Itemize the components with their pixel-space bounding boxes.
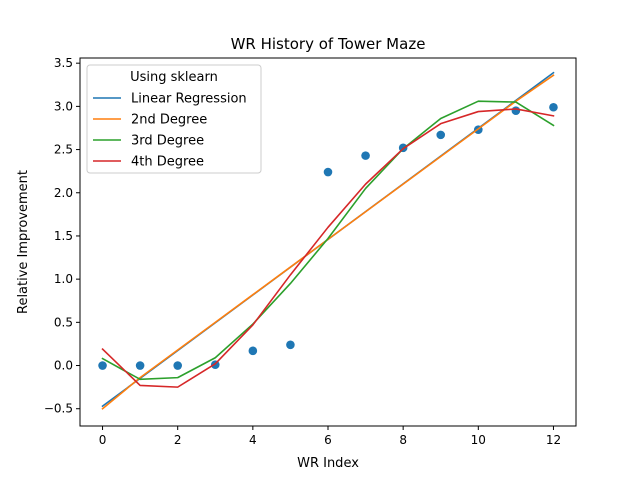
legend-entry: 3rd Degree (131, 134, 204, 149)
data-point (98, 361, 107, 370)
y-tick-label: 0.5 (54, 315, 73, 329)
y-axis: −0.5 0.0 0.5 1.0 1.5 2.0 2.5 3.0 3.5 (44, 56, 80, 416)
y-tick-label: 1.5 (54, 229, 73, 243)
x-axis-label: WR Index (297, 456, 359, 471)
x-tick-label: 12 (546, 433, 561, 447)
data-point (549, 102, 558, 112)
series-line-3rd-degree (101, 100, 555, 381)
x-axis: 0 2 4 6 8 10 12 (99, 426, 561, 447)
legend-entry: Linear Regression (131, 92, 247, 107)
y-axis-label: Relative Improvement (16, 170, 31, 314)
legend-entry: 2nd Degree (131, 113, 207, 128)
y-tick-label: 2.5 (54, 143, 73, 157)
y-tick-label: 3.0 (54, 99, 73, 113)
y-tick-label: 0.0 (54, 359, 73, 373)
chart-title: WR History of Tower Maze (231, 35, 426, 53)
x-tick-label: 4 (249, 433, 257, 447)
x-tick-label: 10 (471, 433, 486, 447)
legend-title: Using sklearn (130, 70, 218, 85)
y-tick-label: 1.0 (54, 272, 73, 286)
y-tick-label: 2.0 (54, 186, 73, 200)
x-tick-label: 2 (174, 433, 182, 447)
x-tick-label: 6 (324, 433, 332, 447)
series-line-4th-degree (101, 108, 555, 388)
legend-entry: 4th Degree (131, 155, 204, 170)
x-tick-label: 0 (99, 433, 107, 447)
data-point (173, 361, 182, 370)
data-point (135, 361, 145, 370)
data-point (436, 130, 446, 140)
y-tick-label: 3.5 (54, 56, 73, 70)
data-point (361, 151, 370, 160)
data-point (511, 106, 521, 115)
data-point (248, 346, 258, 356)
legend: Using sklearn Linear Regression 2nd Degre… (86, 64, 262, 174)
x-tick-label: 8 (399, 433, 407, 447)
data-point (286, 340, 295, 350)
data-point (323, 167, 333, 177)
y-tick-label: −0.5 (44, 402, 73, 416)
plot-area (98, 71, 558, 410)
legend-box (86, 64, 262, 174)
